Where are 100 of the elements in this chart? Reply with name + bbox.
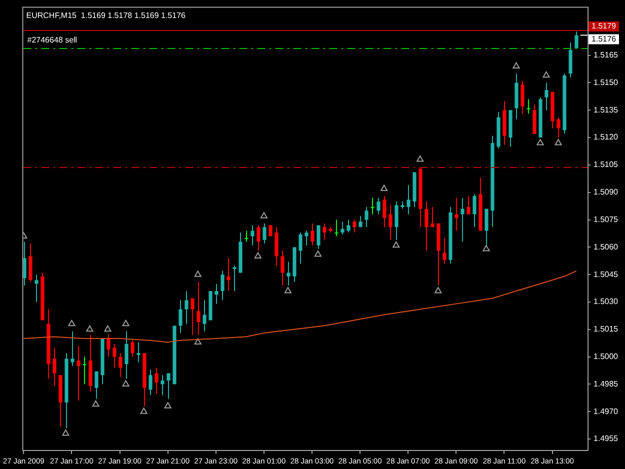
candlestick [70, 330, 74, 366]
candlestick [574, 31, 578, 48]
point [314, 250, 322, 257]
candlestick [82, 356, 86, 385]
point [140, 408, 148, 414]
point [92, 400, 100, 407]
candlestick [196, 281, 200, 336]
candlestick [184, 290, 188, 324]
candlestick [232, 264, 236, 292]
point [194, 270, 202, 277]
candlestick [274, 226, 278, 266]
point [416, 155, 424, 162]
candlestick [160, 374, 164, 396]
point [512, 62, 520, 69]
candlestick [178, 300, 182, 334]
candlestick [340, 221, 344, 235]
candlestick [23, 241, 26, 286]
point [122, 320, 130, 326]
candlestick [214, 283, 218, 304]
candlestick [370, 197, 374, 215]
y-tick-label: 1.5030 [594, 297, 619, 306]
point [536, 139, 544, 146]
candlestick [202, 300, 206, 332]
candlestick [352, 219, 356, 234]
point [122, 380, 130, 386]
candlestick [148, 369, 152, 396]
candlestick [28, 243, 32, 282]
candlestick [460, 197, 464, 242]
candlestick [262, 222, 266, 244]
y-tick-label: 1.5075 [594, 214, 619, 224]
candlestick [304, 230, 308, 246]
y-tick-label: 1.5135 [594, 105, 619, 114]
y-tick-label: 1.4985 [594, 379, 619, 388]
candlestick [76, 345, 80, 402]
point [194, 338, 202, 344]
candlestick [34, 274, 38, 302]
candlestick [544, 82, 548, 111]
point [392, 241, 400, 248]
ref-line-label: #2746648 sell [27, 36, 78, 45]
candlestick [154, 367, 158, 394]
candlestick [424, 200, 428, 252]
candlestick [136, 342, 140, 363]
candlestick [394, 200, 398, 240]
candlestick [430, 206, 434, 228]
y-tick-label: 1.5045 [594, 270, 619, 279]
y-tick-label: 1.4955 [594, 434, 619, 444]
candlestick [52, 347, 56, 387]
candlestick [106, 334, 110, 358]
point [554, 139, 562, 146]
y-tick-label: 1.5090 [594, 188, 619, 197]
candlestick [244, 230, 248, 242]
point [62, 430, 70, 436]
y-tick-label: 1.5105 [594, 160, 619, 170]
candlestick [532, 104, 536, 134]
point [104, 325, 112, 332]
candlestick [568, 42, 572, 78]
y-tick-label: 1.5165 [594, 50, 619, 60]
candlestick [130, 340, 134, 358]
y-tick-label: 1.5150 [594, 78, 619, 87]
point [434, 287, 442, 294]
candlestick [376, 197, 380, 215]
chart-title: EURCHF,M15 1.5169 1.5178 1.5169 1.5176 [26, 11, 186, 20]
candlestick [484, 208, 488, 246]
candlestick [382, 196, 386, 228]
y-tick-label: 1.5060 [594, 242, 619, 252]
point [380, 184, 388, 191]
candlestick [118, 352, 122, 378]
point [260, 212, 268, 218]
candlestick [316, 224, 320, 250]
y-tick-label: 1.4970 [594, 406, 619, 416]
candlestick [520, 80, 524, 114]
candlestick [454, 197, 458, 232]
candlestick [334, 219, 338, 237]
point [284, 287, 292, 294]
candlestick [526, 98, 530, 114]
point [542, 71, 550, 78]
candlestick [556, 116, 560, 138]
point [86, 325, 94, 332]
candlestick [226, 258, 230, 292]
candlestick [94, 370, 98, 400]
y-tick-label: 1.5120 [594, 132, 619, 142]
candlestick [298, 232, 302, 264]
point [254, 252, 262, 259]
point [482, 245, 490, 252]
candlestick [388, 204, 392, 240]
candlestick [256, 224, 260, 252]
point [68, 320, 76, 326]
candlestick [286, 261, 290, 286]
candlestick [406, 184, 410, 215]
y-tick-label: 1.5000 [594, 352, 619, 362]
candlestick [250, 224, 254, 246]
candlestick [112, 344, 116, 368]
candlestick [442, 238, 446, 264]
candlestick [166, 372, 170, 400]
ref-line-label: 1.5179 [592, 22, 617, 31]
point [164, 402, 172, 408]
candlestick [190, 298, 194, 336]
candlestick [346, 219, 350, 234]
candlestick [310, 222, 314, 246]
candlestick [124, 330, 128, 380]
